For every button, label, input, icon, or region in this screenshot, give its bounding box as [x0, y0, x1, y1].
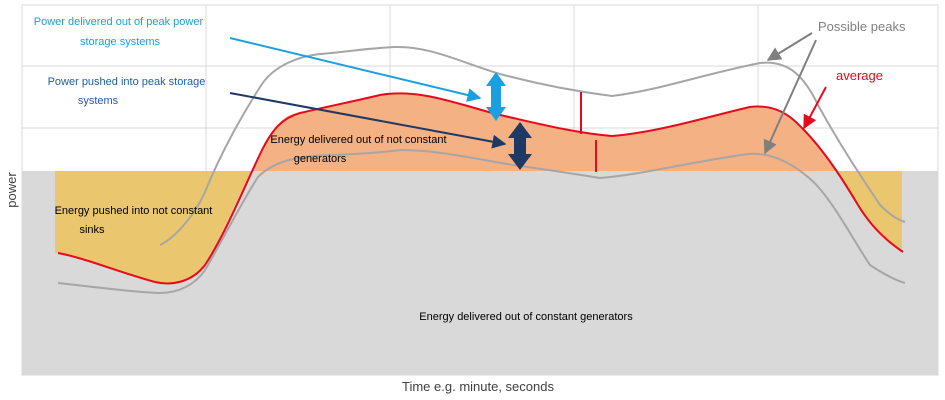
- peak-in-double-arrow: [508, 122, 532, 170]
- average-pointer: [803, 86, 827, 130]
- upper-peak-line: [159, 45, 906, 246]
- peak-out-label: Power delivered out of peak power storag…: [34, 16, 206, 48]
- x-axis-label: Time e.g. minute, seconds: [402, 379, 554, 394]
- lower-peak-line: [57, 148, 906, 295]
- peaks-pointer-upper: [766, 32, 813, 61]
- peak-out-double-arrow: [486, 72, 506, 121]
- constant-generators-label: Energy delivered out of constant generat…: [419, 311, 633, 323]
- y-axis-label: power: [4, 172, 19, 208]
- peaks-pointer-lower: [763, 39, 817, 155]
- generator-area: [252, 93, 838, 171]
- average-line: [57, 92, 904, 285]
- peak-out-pointer: [229, 37, 482, 102]
- not-constant-generators-label: Energy delivered out of not constant gen…: [270, 134, 449, 165]
- possible-peaks-label: Possible peaks: [818, 19, 906, 34]
- sink-area-left: [55, 171, 252, 284]
- not-constant-sinks-label: Energy pushed into not constant sinks: [55, 205, 216, 236]
- average-label: average: [836, 68, 883, 83]
- peak-in-label: Power pushed into peak storage systems: [48, 76, 209, 107]
- peak-in-pointer: [229, 92, 507, 149]
- sink-area-right: [838, 171, 902, 252]
